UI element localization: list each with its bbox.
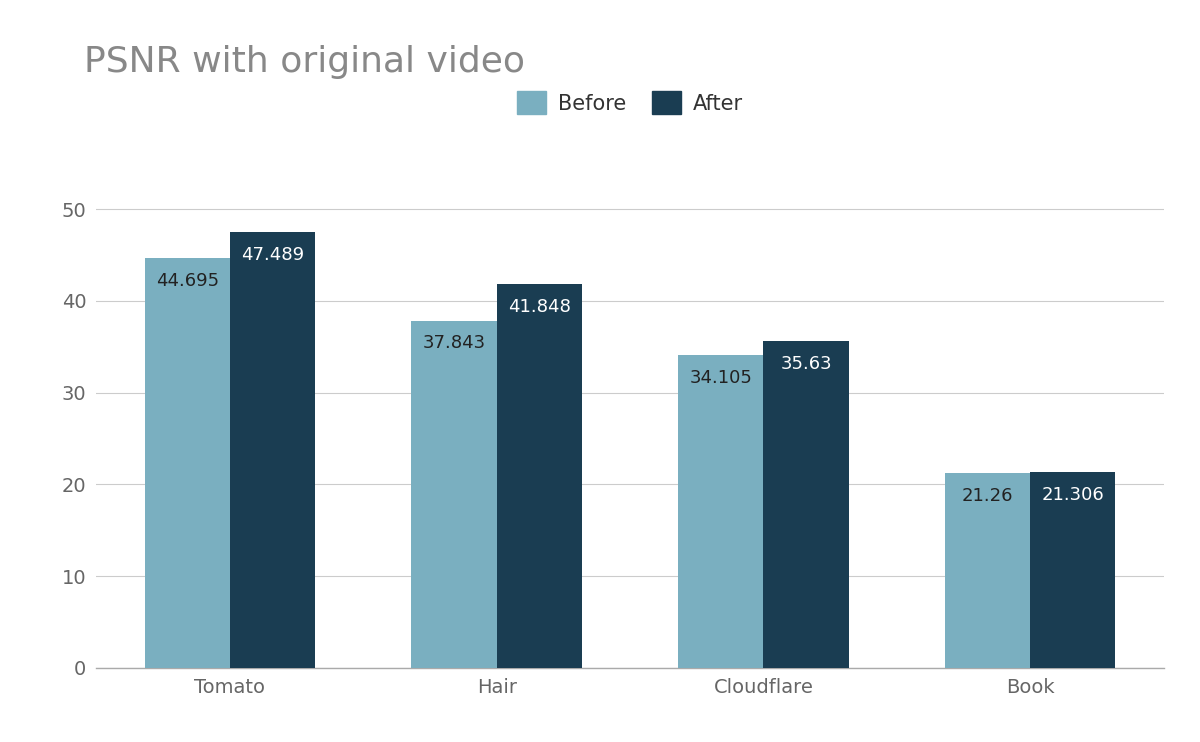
Bar <box>1030 473 1116 668</box>
Bar <box>144 257 230 668</box>
Legend: Before, After: Before, After <box>509 83 751 122</box>
Bar <box>497 284 582 668</box>
Bar <box>763 341 848 668</box>
Text: 41.848: 41.848 <box>508 298 571 315</box>
Text: 47.489: 47.489 <box>241 246 304 264</box>
Text: 37.843: 37.843 <box>422 335 486 352</box>
Text: 21.306: 21.306 <box>1042 486 1104 504</box>
Bar <box>230 232 316 668</box>
Text: 35.63: 35.63 <box>780 355 832 372</box>
Bar <box>412 321 497 668</box>
Text: 34.105: 34.105 <box>689 369 752 387</box>
Bar <box>678 355 763 668</box>
Text: PSNR with original video: PSNR with original video <box>84 45 526 79</box>
Bar <box>944 473 1030 668</box>
Text: 44.695: 44.695 <box>156 272 218 289</box>
Text: 21.26: 21.26 <box>961 487 1013 505</box>
